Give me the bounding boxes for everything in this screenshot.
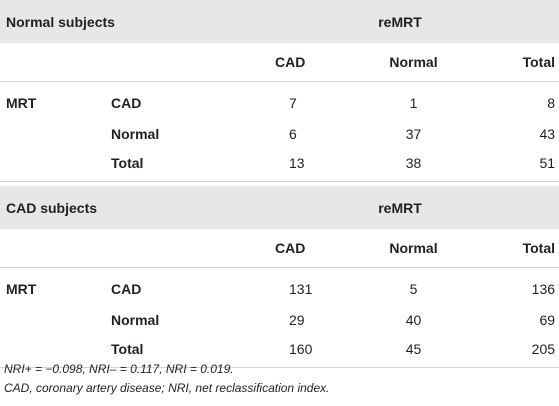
cell-value: 131: [241, 267, 351, 306]
section-title: Normal subjects: [0, 0, 241, 43]
column-header-row: CAD Normal Total: [0, 43, 559, 82]
cell-value: 69: [476, 306, 559, 333]
section-title-row: CAD subjects reMRT: [0, 186, 559, 229]
column-header: CAD: [241, 43, 351, 82]
cell-value: 37: [351, 120, 476, 147]
cell-value: 40: [351, 306, 476, 333]
row-label: CAD: [111, 81, 241, 120]
table-row: MRT CAD 131 5 136: [0, 267, 559, 306]
table-row: Normal 6 37 43: [0, 120, 559, 147]
section-title-row: Normal subjects reMRT: [0, 0, 559, 43]
footnote-abbreviations: CAD, coronary artery disease; NRI, net r…: [4, 381, 330, 395]
row-group-label: MRT: [0, 267, 111, 306]
table-row: Total 160 45 205: [0, 333, 559, 368]
row-label: Total: [111, 333, 241, 368]
cell-value: 5: [351, 267, 476, 306]
table-row: Total 13 38 51: [0, 147, 559, 182]
column-header: Normal: [351, 43, 476, 82]
cell-value: 8: [476, 81, 559, 120]
table-row: MRT CAD 7 1 8: [0, 81, 559, 120]
row-group-label: MRT: [0, 81, 111, 120]
cell-value: 7: [241, 81, 351, 120]
table-footnotes: NRI+ = −0.098, NRI– = 0.117, NRI = 0.019…: [4, 360, 329, 398]
cell-value: 43: [476, 120, 559, 147]
cell-value: 136: [476, 267, 559, 306]
cell-value: 29: [241, 306, 351, 333]
row-label: Total: [111, 147, 241, 182]
cell-value: 160: [241, 333, 351, 368]
column-header: CAD: [241, 229, 351, 268]
cell-value: 38: [351, 147, 476, 182]
column-header: Total: [476, 43, 559, 82]
column-header: Normal: [351, 229, 476, 268]
cell-value: 45: [351, 333, 476, 368]
group-header: reMRT: [241, 186, 559, 229]
reclassification-table: Normal subjects reMRT CAD Normal Total M…: [0, 0, 559, 368]
row-label: Normal: [111, 306, 241, 333]
column-header: Total: [476, 229, 559, 268]
footnote-nri: NRI+ = −0.098, NRI– = 0.117, NRI = 0.019…: [4, 362, 234, 376]
cell-value: 13: [241, 147, 351, 182]
section-title: CAD subjects: [0, 186, 241, 229]
table-row: Normal 29 40 69: [0, 306, 559, 333]
cell-value: 51: [476, 147, 559, 182]
cell-value: 6: [241, 120, 351, 147]
row-label: CAD: [111, 267, 241, 306]
group-header: reMRT: [241, 0, 559, 43]
column-header-row: CAD Normal Total: [0, 229, 559, 268]
row-label: Normal: [111, 120, 241, 147]
cell-value: 205: [476, 333, 559, 368]
cell-value: 1: [351, 81, 476, 120]
